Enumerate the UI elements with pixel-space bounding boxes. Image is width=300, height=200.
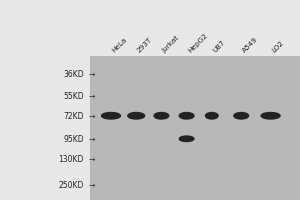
Ellipse shape (234, 113, 248, 119)
Text: U87: U87 (212, 40, 226, 54)
Text: 130KD: 130KD (58, 155, 84, 164)
Text: →: → (88, 155, 95, 164)
Text: HepG2: HepG2 (187, 32, 208, 54)
Ellipse shape (179, 113, 194, 119)
Text: 72KD: 72KD (64, 112, 84, 121)
Ellipse shape (179, 136, 194, 142)
Ellipse shape (128, 113, 145, 119)
Text: →: → (88, 135, 95, 144)
Text: →: → (88, 92, 95, 101)
Text: 95KD: 95KD (63, 135, 84, 144)
Text: A549: A549 (241, 36, 259, 54)
Text: Jurkat: Jurkat (161, 35, 181, 54)
Text: →: → (88, 70, 95, 79)
Ellipse shape (261, 113, 280, 119)
Text: 293T: 293T (136, 37, 153, 54)
Ellipse shape (154, 113, 169, 119)
Text: 55KD: 55KD (63, 92, 84, 101)
Text: 36KD: 36KD (63, 70, 84, 79)
Text: →: → (88, 112, 95, 121)
Text: HeLa: HeLa (111, 37, 128, 54)
Text: LO2: LO2 (271, 40, 285, 54)
Text: 250KD: 250KD (58, 181, 84, 190)
Text: →: → (88, 181, 95, 190)
Ellipse shape (101, 113, 121, 119)
Ellipse shape (206, 113, 218, 119)
